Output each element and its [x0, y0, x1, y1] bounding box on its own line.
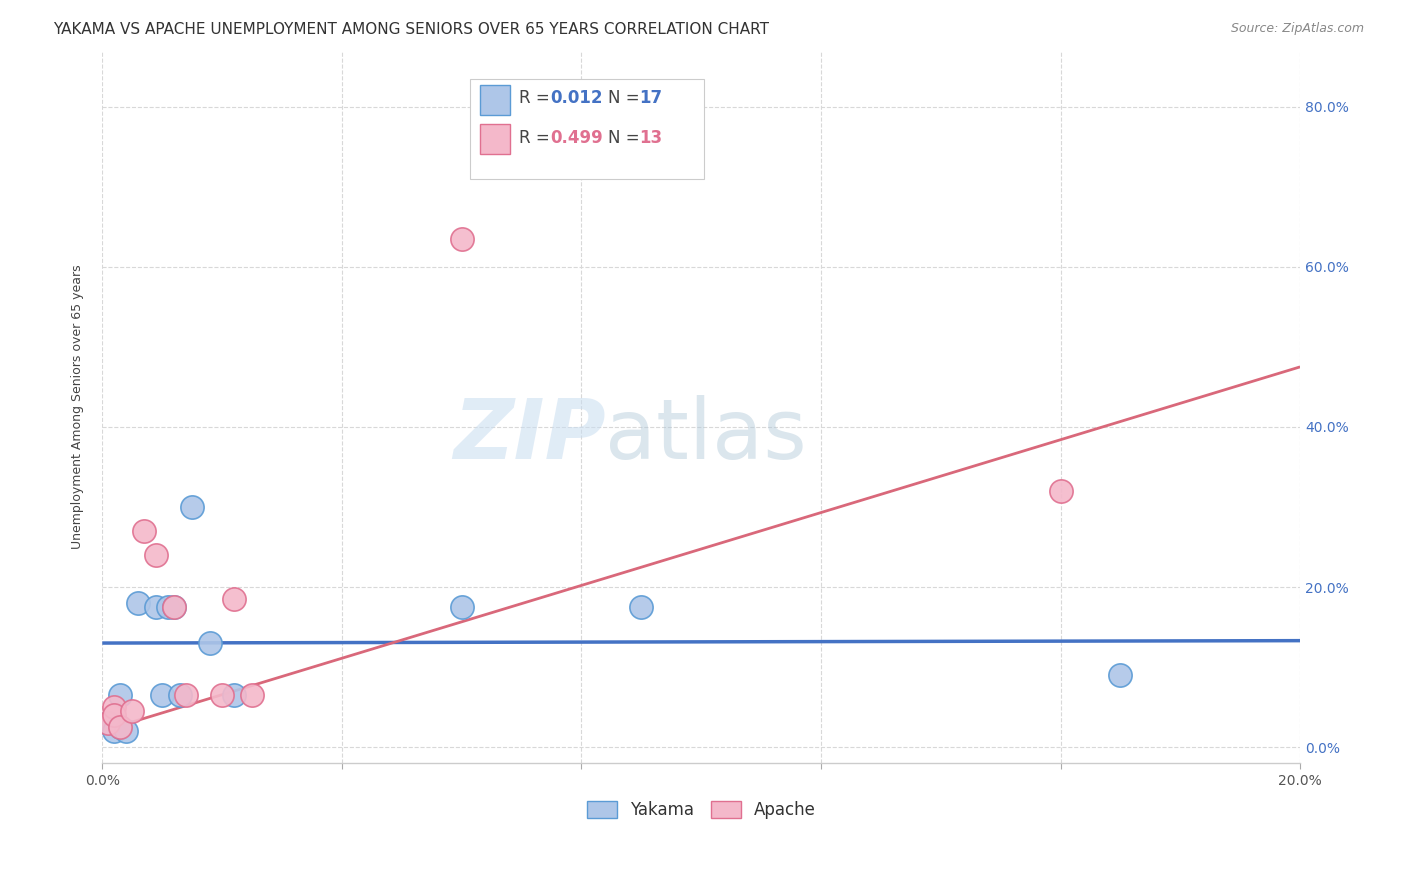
Point — [450, 232, 472, 246]
FancyBboxPatch shape — [470, 79, 703, 179]
Point — [163, 600, 186, 615]
Text: 0.012: 0.012 — [550, 89, 603, 107]
Point — [222, 592, 245, 607]
Point — [222, 688, 245, 702]
Point — [450, 600, 472, 615]
Point — [97, 716, 120, 731]
Point — [97, 716, 120, 731]
Text: R =: R = — [519, 129, 555, 147]
Point — [103, 708, 125, 723]
Text: YAKAMA VS APACHE UNEMPLOYMENT AMONG SENIORS OVER 65 YEARS CORRELATION CHART: YAKAMA VS APACHE UNEMPLOYMENT AMONG SENI… — [53, 22, 769, 37]
Text: 0.499: 0.499 — [550, 129, 603, 147]
Point — [1109, 668, 1132, 682]
Point — [174, 688, 197, 702]
Point — [198, 636, 221, 650]
Text: Source: ZipAtlas.com: Source: ZipAtlas.com — [1230, 22, 1364, 36]
Legend: Yakama, Apache: Yakama, Apache — [579, 795, 823, 826]
Point — [145, 600, 167, 615]
Point — [163, 600, 186, 615]
Point — [630, 600, 652, 615]
Text: 17: 17 — [638, 89, 662, 107]
Point — [211, 688, 233, 702]
Text: R =: R = — [519, 89, 555, 107]
Point — [145, 548, 167, 562]
Point — [127, 596, 149, 610]
Text: ZIP: ZIP — [453, 395, 606, 476]
FancyBboxPatch shape — [479, 85, 509, 115]
Y-axis label: Unemployment Among Seniors over 65 years: Unemployment Among Seniors over 65 years — [72, 265, 84, 549]
Point — [110, 688, 132, 702]
Point — [157, 600, 180, 615]
Point — [181, 500, 204, 514]
Point — [240, 688, 263, 702]
Point — [169, 688, 191, 702]
Point — [103, 700, 125, 714]
Point — [110, 720, 132, 734]
Point — [115, 724, 138, 739]
Point — [1049, 483, 1071, 498]
Text: N =: N = — [607, 89, 644, 107]
Point — [150, 688, 173, 702]
Point — [121, 704, 143, 718]
Text: atlas: atlas — [606, 395, 807, 476]
Text: 13: 13 — [638, 129, 662, 147]
Point — [103, 724, 125, 739]
FancyBboxPatch shape — [479, 124, 509, 154]
Point — [110, 720, 132, 734]
Point — [134, 524, 156, 538]
Text: N =: N = — [607, 129, 644, 147]
